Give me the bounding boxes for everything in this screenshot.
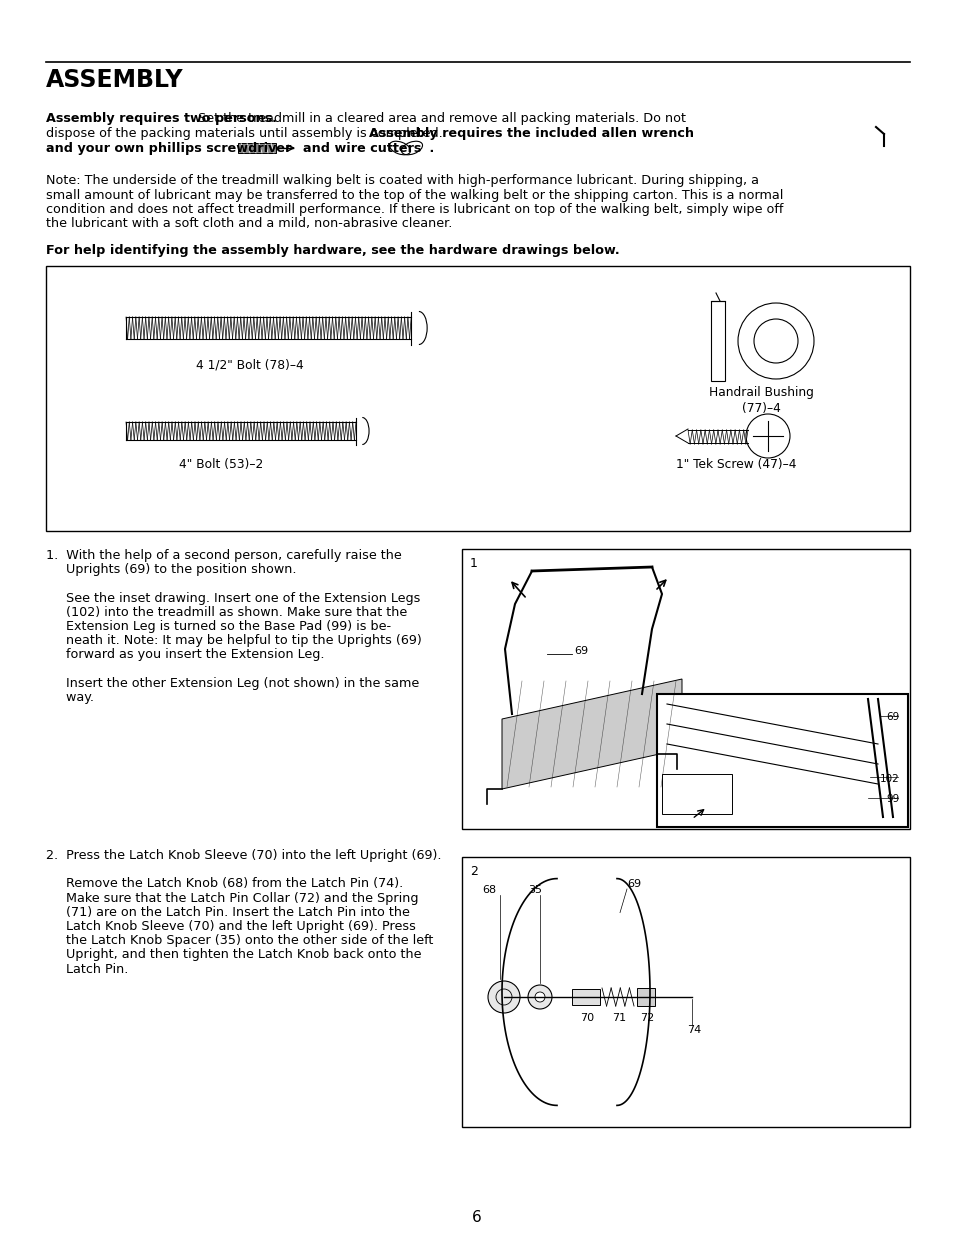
Text: the lubricant with a soft cloth and a mild, non-abrasive cleaner.: the lubricant with a soft cloth and a mi…	[46, 217, 452, 231]
Text: ASSEMBLY: ASSEMBLY	[46, 68, 183, 91]
Text: 69: 69	[626, 879, 640, 889]
Text: Latch Knob Sleeve (70) and the left Upright (69). Press: Latch Knob Sleeve (70) and the left Upri…	[46, 920, 416, 932]
Text: 69: 69	[886, 713, 899, 722]
Text: 70: 70	[579, 1013, 594, 1023]
Polygon shape	[501, 679, 681, 789]
Text: 4" Bolt (53)–2: 4" Bolt (53)–2	[178, 458, 263, 471]
Text: Uprights (69) to the position shown.: Uprights (69) to the position shown.	[46, 563, 296, 577]
Circle shape	[488, 981, 519, 1013]
Text: Note: The underside of the treadmill walking belt is coated with high-performanc: Note: The underside of the treadmill wal…	[46, 174, 759, 186]
Text: way.: way.	[46, 692, 94, 704]
Text: 68: 68	[481, 885, 496, 895]
Circle shape	[496, 989, 512, 1005]
Text: 1.  With the help of a second person, carefully raise the: 1. With the help of a second person, car…	[46, 550, 401, 562]
Circle shape	[535, 992, 544, 1002]
Bar	[461, 550, 909, 829]
Text: 71: 71	[612, 1013, 625, 1023]
Text: forward as you insert the Extension Leg.: forward as you insert the Extension Leg.	[46, 648, 324, 662]
Text: (102) into the treadmill as shown. Make sure that the: (102) into the treadmill as shown. Make …	[46, 606, 407, 619]
Circle shape	[738, 303, 813, 379]
Text: Assembly requires the included allen wrench: Assembly requires the included allen wre…	[369, 127, 693, 140]
Text: Set the treadmill in a cleared area and remove all packing materials. Do not: Set the treadmill in a cleared area and …	[193, 112, 685, 125]
Text: (71) are on the Latch Pin. Insert the Latch Pin into the: (71) are on the Latch Pin. Insert the La…	[46, 905, 410, 919]
Text: 74: 74	[686, 1025, 700, 1035]
Text: Handrail Bushing
(77)–4: Handrail Bushing (77)–4	[708, 387, 813, 415]
Text: See the inset drawing. Insert one of the Extension Legs: See the inset drawing. Insert one of the…	[46, 592, 420, 605]
Text: 6: 6	[472, 1210, 481, 1225]
Text: For help identifying the assembly hardware, see the hardware drawings below.: For help identifying the assembly hardwa…	[46, 245, 619, 257]
Text: 69: 69	[574, 646, 587, 656]
Text: Assembly requires two persons.: Assembly requires two persons.	[46, 112, 276, 125]
Circle shape	[527, 986, 552, 1009]
Text: dispose of the packing materials until assembly is completed.: dispose of the packing materials until a…	[46, 127, 446, 140]
Text: 2.  Press the Latch Knob Sleeve (70) into the left Upright (69).: 2. Press the Latch Knob Sleeve (70) into…	[46, 848, 441, 862]
Text: small amount of lubricant may be transferred to the top of the walking belt or t: small amount of lubricant may be transfe…	[46, 189, 782, 201]
Circle shape	[745, 414, 789, 458]
Text: Make sure that the Latch Pin Collar (72) and the Spring: Make sure that the Latch Pin Collar (72)…	[46, 892, 418, 904]
Text: Latch Pin.: Latch Pin.	[46, 962, 129, 976]
Text: 35: 35	[527, 885, 541, 895]
Text: .: .	[424, 142, 434, 156]
Text: Extension Leg is turned so the Base Pad (99) is be-: Extension Leg is turned so the Base Pad …	[46, 620, 391, 634]
Bar	[637, 988, 655, 1007]
Text: 1" Tek Screw (47)–4: 1" Tek Screw (47)–4	[675, 458, 796, 471]
Bar	[572, 989, 599, 1005]
Text: neath it. Note: It may be helpful to tip the Uprights (69): neath it. Note: It may be helpful to tip…	[46, 635, 421, 647]
Bar	[461, 857, 909, 1128]
Text: 102: 102	[880, 774, 899, 784]
Bar	[710, 301, 724, 382]
Text: and your own phillips screwdriver: and your own phillips screwdriver	[46, 142, 291, 156]
Text: Remove the Latch Knob (68) from the Latch Pin (74).: Remove the Latch Knob (68) from the Latc…	[46, 877, 403, 890]
Text: 4 1/2" Bolt (78)–4: 4 1/2" Bolt (78)–4	[196, 358, 304, 370]
Bar	[237, 143, 275, 153]
Bar	[661, 774, 731, 814]
Text: Insert the other Extension Leg (not shown) in the same: Insert the other Extension Leg (not show…	[46, 677, 418, 690]
Text: 2: 2	[470, 864, 477, 878]
Text: 1: 1	[470, 557, 477, 571]
Text: 99: 99	[886, 794, 899, 804]
Bar	[657, 694, 907, 827]
Text: Upright, and then tighten the Latch Knob back onto the: Upright, and then tighten the Latch Knob…	[46, 948, 421, 961]
Text: the Latch Knob Spacer (35) onto the other side of the left: the Latch Knob Spacer (35) onto the othe…	[46, 934, 433, 947]
Text: and wire cutters: and wire cutters	[303, 142, 421, 156]
Text: 72: 72	[639, 1013, 654, 1023]
Text: condition and does not affect treadmill performance. If there is lubricant on to: condition and does not affect treadmill …	[46, 203, 782, 216]
Circle shape	[753, 319, 797, 363]
Bar	[46, 266, 909, 531]
